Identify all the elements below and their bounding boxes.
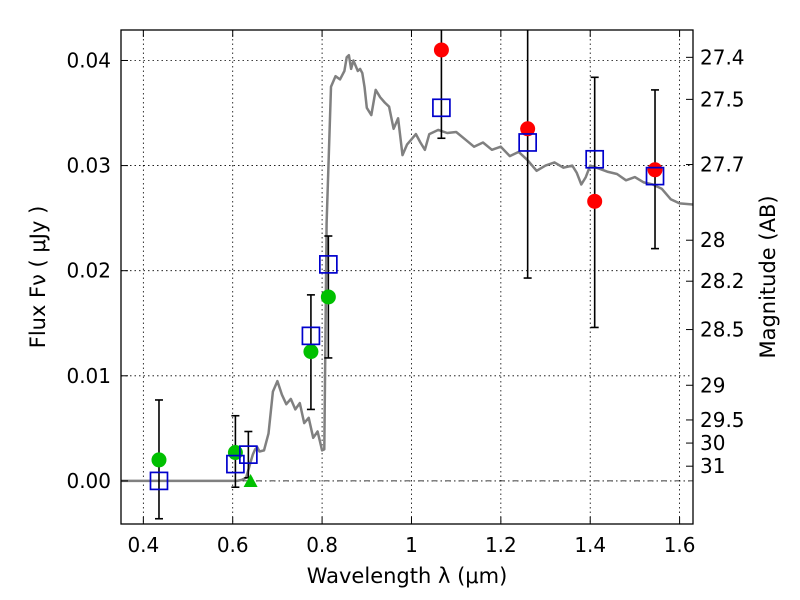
data-point-triangle (243, 473, 258, 487)
magnitude-tick-label: 28.5 (700, 318, 745, 342)
y-tick-label: 0.02 (66, 259, 111, 283)
data-point-square (645, 166, 665, 186)
data-point-circle (151, 452, 167, 468)
magnitude-tick-label: 30 (700, 431, 725, 455)
y-tick-label: 0.04 (66, 48, 111, 72)
x-tick-label: 0.8 (306, 533, 338, 557)
x-axis-title: Wavelength λ (μm) (307, 564, 508, 588)
magnitude-tick-label: 27.7 (700, 153, 745, 177)
data-point-square (518, 133, 538, 152)
magnitude-tick-label: 28.2 (700, 269, 745, 293)
magnitude-tick-label: 27.4 (700, 45, 745, 69)
data-point-circle (520, 121, 536, 137)
y-tick-label: 0.01 (66, 364, 111, 388)
x-tick-label: 1.2 (485, 533, 517, 557)
x-tick-label: 1 (405, 533, 418, 557)
data-point-circle (587, 193, 603, 209)
magnitude-tick-label: 29 (700, 373, 725, 397)
grid-lines (121, 30, 693, 524)
data-point-square (239, 445, 258, 464)
y-axis-title: Flux Fν ( μJy ) (26, 206, 50, 349)
magnitude-tick-label: 28 (700, 228, 725, 252)
x-tick-label: 0.4 (127, 533, 159, 557)
axis-ticks: 0.4 0.6 0.8 1 1.2 1.4 1.6 0.00 0.01 0.02 0.03 0.04 2… (66, 30, 745, 557)
y-axis-right-title: Magnitude (AB) (756, 195, 780, 358)
data-point-circle (647, 162, 663, 178)
magnitude-tick-label: 27.5 (700, 87, 745, 111)
y-tick-label: 0.03 (66, 154, 111, 178)
data-point-square (149, 471, 169, 491)
plot-frame (120, 29, 694, 525)
model-sed-layer (121, 53, 694, 483)
data-point-square (319, 255, 338, 274)
data-point-square (585, 149, 605, 169)
magnitude-tick-label: 31 (700, 454, 725, 478)
error-bars (154, 30, 660, 520)
data-point-square (432, 98, 451, 118)
x-tick-label: 0.6 (217, 533, 249, 557)
x-tick-label: 1.4 (574, 533, 606, 557)
data-point-circle (433, 42, 449, 58)
data-point-circle (303, 344, 319, 360)
model-sed-line (121, 53, 694, 483)
data-point-circle (320, 289, 336, 305)
y-tick-label: 0.00 (66, 469, 111, 493)
data-markers (149, 42, 665, 491)
data-point-square (301, 326, 321, 346)
magnitude-tick-label: 29.5 (700, 408, 745, 432)
x-tick-label: 1.6 (664, 533, 696, 557)
data-point-square (226, 454, 245, 474)
